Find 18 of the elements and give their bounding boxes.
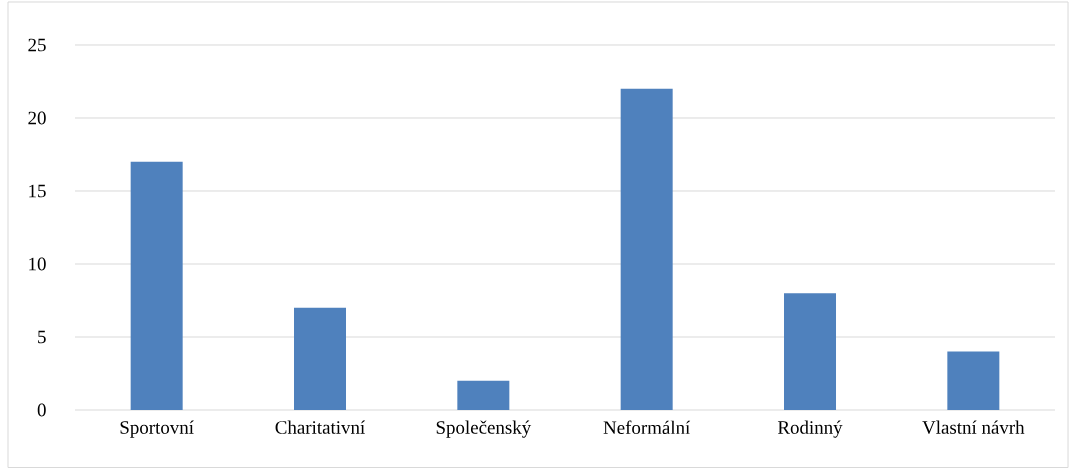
y-tick-label: 0 — [37, 403, 46, 417]
bar — [620, 88, 673, 410]
y-tick-label: 20 — [28, 111, 46, 125]
x-tick-label: Sportovní — [120, 420, 194, 438]
y-tick-label: 25 — [28, 38, 46, 52]
y-tick-label: 15 — [29, 184, 46, 198]
y-tick-label: 5 — [38, 330, 46, 344]
bar — [947, 351, 1000, 410]
bar — [130, 161, 183, 410]
x-tick-label: Rodinný — [777, 420, 843, 438]
x-tick-label: Vlastní návrh — [922, 420, 1025, 434]
bar — [294, 307, 346, 410]
bar — [784, 293, 837, 410]
y-tick-label: 10 — [29, 257, 46, 271]
bar — [457, 380, 510, 410]
x-tick-label: Charitativní — [275, 420, 366, 434]
x-tick-label: Neformální — [603, 420, 691, 435]
x-tick-label: Společenský — [436, 420, 532, 438]
